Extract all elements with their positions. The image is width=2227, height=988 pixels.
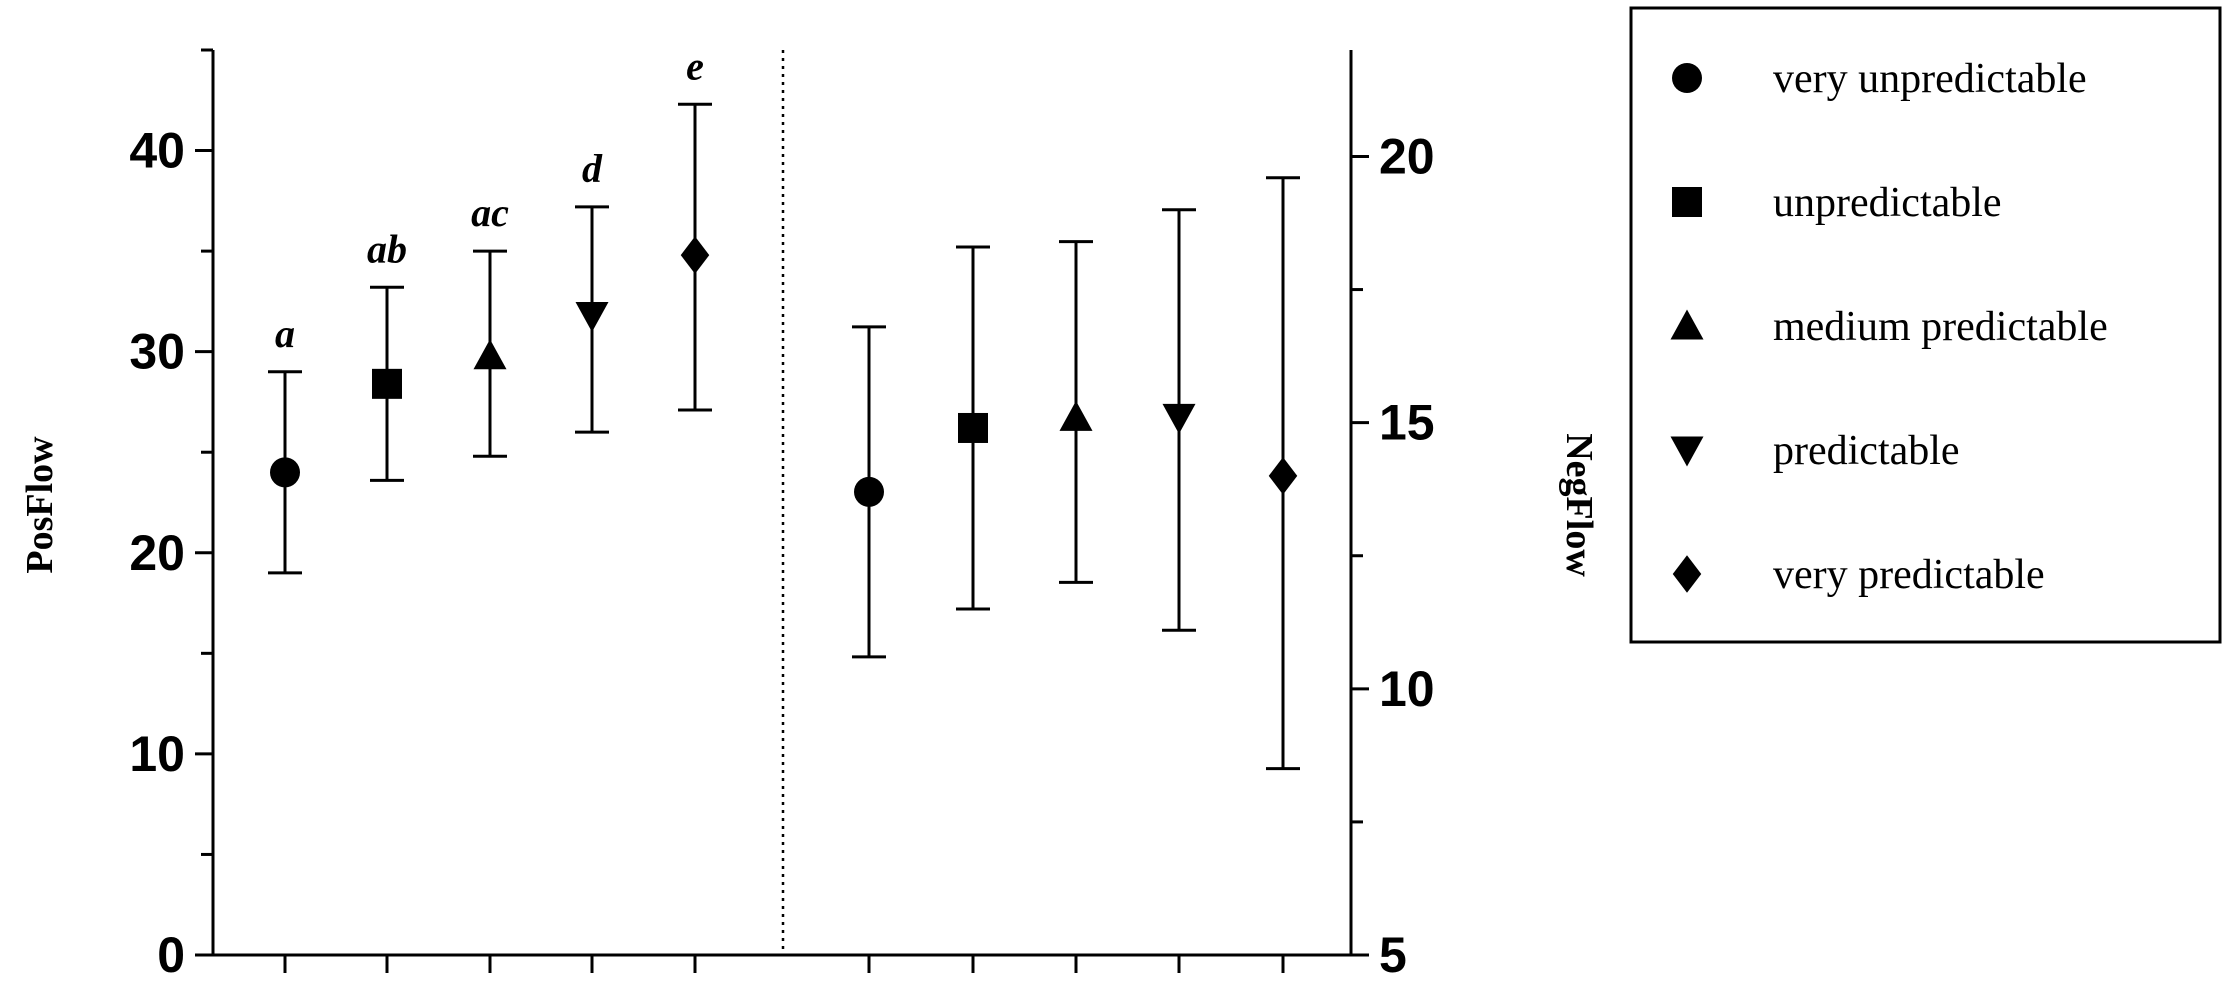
legend-label: very unpredictable (1773, 56, 2087, 102)
right-y-axis-title: NegFlow (1558, 433, 1600, 577)
left-point-triangle-down (575, 301, 609, 332)
significance-label: d (582, 146, 603, 191)
legend-label: predictable (1773, 428, 1960, 474)
legend-marker-triangle-down (1670, 436, 1704, 467)
right-y-tick-label: 5 (1379, 927, 1407, 983)
legend-box (1629, 6, 2222, 644)
right-y-tick-label: 10 (1379, 661, 1435, 717)
right-y-tick-label: 20 (1379, 128, 1435, 184)
legend-marker-square (1672, 187, 1702, 217)
left-point-square (372, 368, 402, 399)
left-y-axis-title: PosFlow (19, 436, 61, 574)
legend-label: medium predictable (1773, 304, 2108, 350)
legend-label: very predictable (1773, 552, 2045, 598)
left-y-tick-label: 40 (129, 123, 185, 179)
left-point-circle (270, 457, 300, 488)
significance-label: a (275, 311, 295, 356)
left-y-tick-label: 0 (157, 927, 185, 983)
legend-marker-diamond (1672, 555, 1702, 593)
left-y-tick-label: 10 (129, 726, 185, 782)
right-point-square (958, 412, 988, 443)
left-y-tick-label: 30 (129, 324, 185, 380)
legend-marker-triangle-up (1670, 309, 1704, 340)
significance-label: e (686, 43, 704, 88)
right-point-triangle-down (1162, 403, 1196, 434)
left-point-diamond (680, 236, 710, 274)
significance-label: ab (367, 226, 407, 271)
right-point-triangle-up (1059, 400, 1093, 431)
right-point-circle (854, 476, 884, 507)
right-point-diamond (1268, 457, 1298, 495)
right-y-tick-label: 15 (1379, 395, 1435, 451)
significance-label: ac (471, 190, 509, 235)
legend-label: unpredictable (1773, 180, 2002, 226)
legend-marker-circle (1672, 63, 1702, 93)
left-y-tick-label: 20 (129, 525, 185, 581)
left-point-triangle-up (473, 339, 507, 370)
